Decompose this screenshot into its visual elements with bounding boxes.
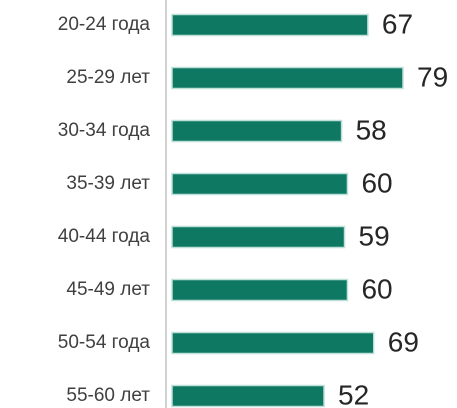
bar xyxy=(171,172,349,196)
bar xyxy=(171,384,325,408)
value-label: 69 xyxy=(388,326,419,357)
category-label: 20-24 года xyxy=(58,14,151,35)
category-label: 25-29 лет xyxy=(66,67,150,88)
category-label: 50-54 года xyxy=(58,332,151,353)
category-label: 55-60 лет xyxy=(66,385,150,406)
bar xyxy=(171,331,375,355)
value-label: 60 xyxy=(361,273,392,304)
value-label: 60 xyxy=(361,167,392,198)
bar xyxy=(171,13,369,37)
bar xyxy=(171,66,404,90)
category-label: 35-39 лет xyxy=(66,173,150,194)
bar xyxy=(171,225,346,249)
bar xyxy=(171,119,343,143)
category-label: 30-34 года xyxy=(58,120,151,141)
value-label: 67 xyxy=(382,8,413,39)
bar xyxy=(171,278,349,302)
value-label: 58 xyxy=(356,114,387,145)
value-label: 59 xyxy=(359,220,390,251)
category-label: 45-49 лет xyxy=(66,279,150,300)
value-label: 52 xyxy=(338,379,369,408)
value-label: 79 xyxy=(417,61,448,92)
category-label: 40-44 года xyxy=(58,226,151,247)
